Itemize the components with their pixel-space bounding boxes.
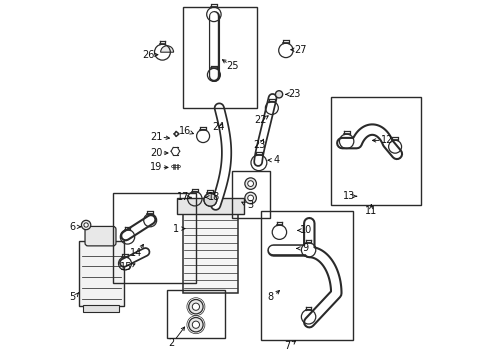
- Circle shape: [188, 318, 203, 332]
- Text: 17: 17: [177, 192, 189, 202]
- Text: 13: 13: [342, 191, 354, 201]
- Text: 23: 23: [287, 89, 300, 99]
- Circle shape: [192, 303, 199, 310]
- Circle shape: [84, 223, 88, 227]
- Text: 27: 27: [293, 45, 306, 55]
- Text: 12: 12: [380, 135, 392, 145]
- Text: 10: 10: [300, 225, 312, 235]
- Text: 21: 21: [150, 132, 162, 142]
- Text: 20: 20: [150, 148, 162, 158]
- Text: 11: 11: [365, 206, 377, 216]
- FancyBboxPatch shape: [85, 226, 116, 246]
- Circle shape: [244, 178, 256, 189]
- Text: 9: 9: [301, 243, 307, 253]
- Bar: [330, 97, 420, 205]
- Bar: [182, 207, 238, 293]
- Wedge shape: [160, 46, 173, 52]
- Circle shape: [244, 192, 256, 204]
- Text: 7: 7: [284, 341, 290, 351]
- Text: 3: 3: [246, 200, 252, 210]
- Bar: [167, 290, 224, 338]
- Text: 14: 14: [130, 248, 142, 258]
- Bar: [82, 305, 118, 312]
- Text: 26: 26: [142, 50, 154, 60]
- Text: 6: 6: [69, 222, 75, 232]
- Text: 8: 8: [267, 292, 273, 302]
- Text: 1: 1: [173, 224, 179, 234]
- Circle shape: [247, 195, 253, 201]
- Bar: [79, 241, 123, 306]
- Circle shape: [188, 300, 203, 314]
- Bar: [177, 198, 244, 214]
- Text: 25: 25: [226, 60, 239, 71]
- Text: 24: 24: [212, 122, 224, 132]
- Text: 18: 18: [207, 192, 220, 202]
- Circle shape: [203, 193, 217, 206]
- Text: 22: 22: [254, 114, 266, 125]
- Bar: [260, 211, 352, 340]
- Text: 19: 19: [150, 162, 162, 172]
- Circle shape: [81, 220, 91, 230]
- Text: 2: 2: [168, 338, 174, 348]
- Circle shape: [275, 91, 282, 98]
- Circle shape: [192, 321, 199, 328]
- Text: 15: 15: [120, 262, 132, 272]
- Bar: [113, 193, 196, 283]
- Text: 23: 23: [253, 140, 265, 150]
- Text: 16: 16: [179, 126, 191, 136]
- Text: 5: 5: [69, 292, 75, 302]
- Bar: [183, 7, 257, 108]
- Text: 4: 4: [273, 155, 280, 165]
- Bar: [231, 171, 269, 218]
- Circle shape: [247, 181, 253, 186]
